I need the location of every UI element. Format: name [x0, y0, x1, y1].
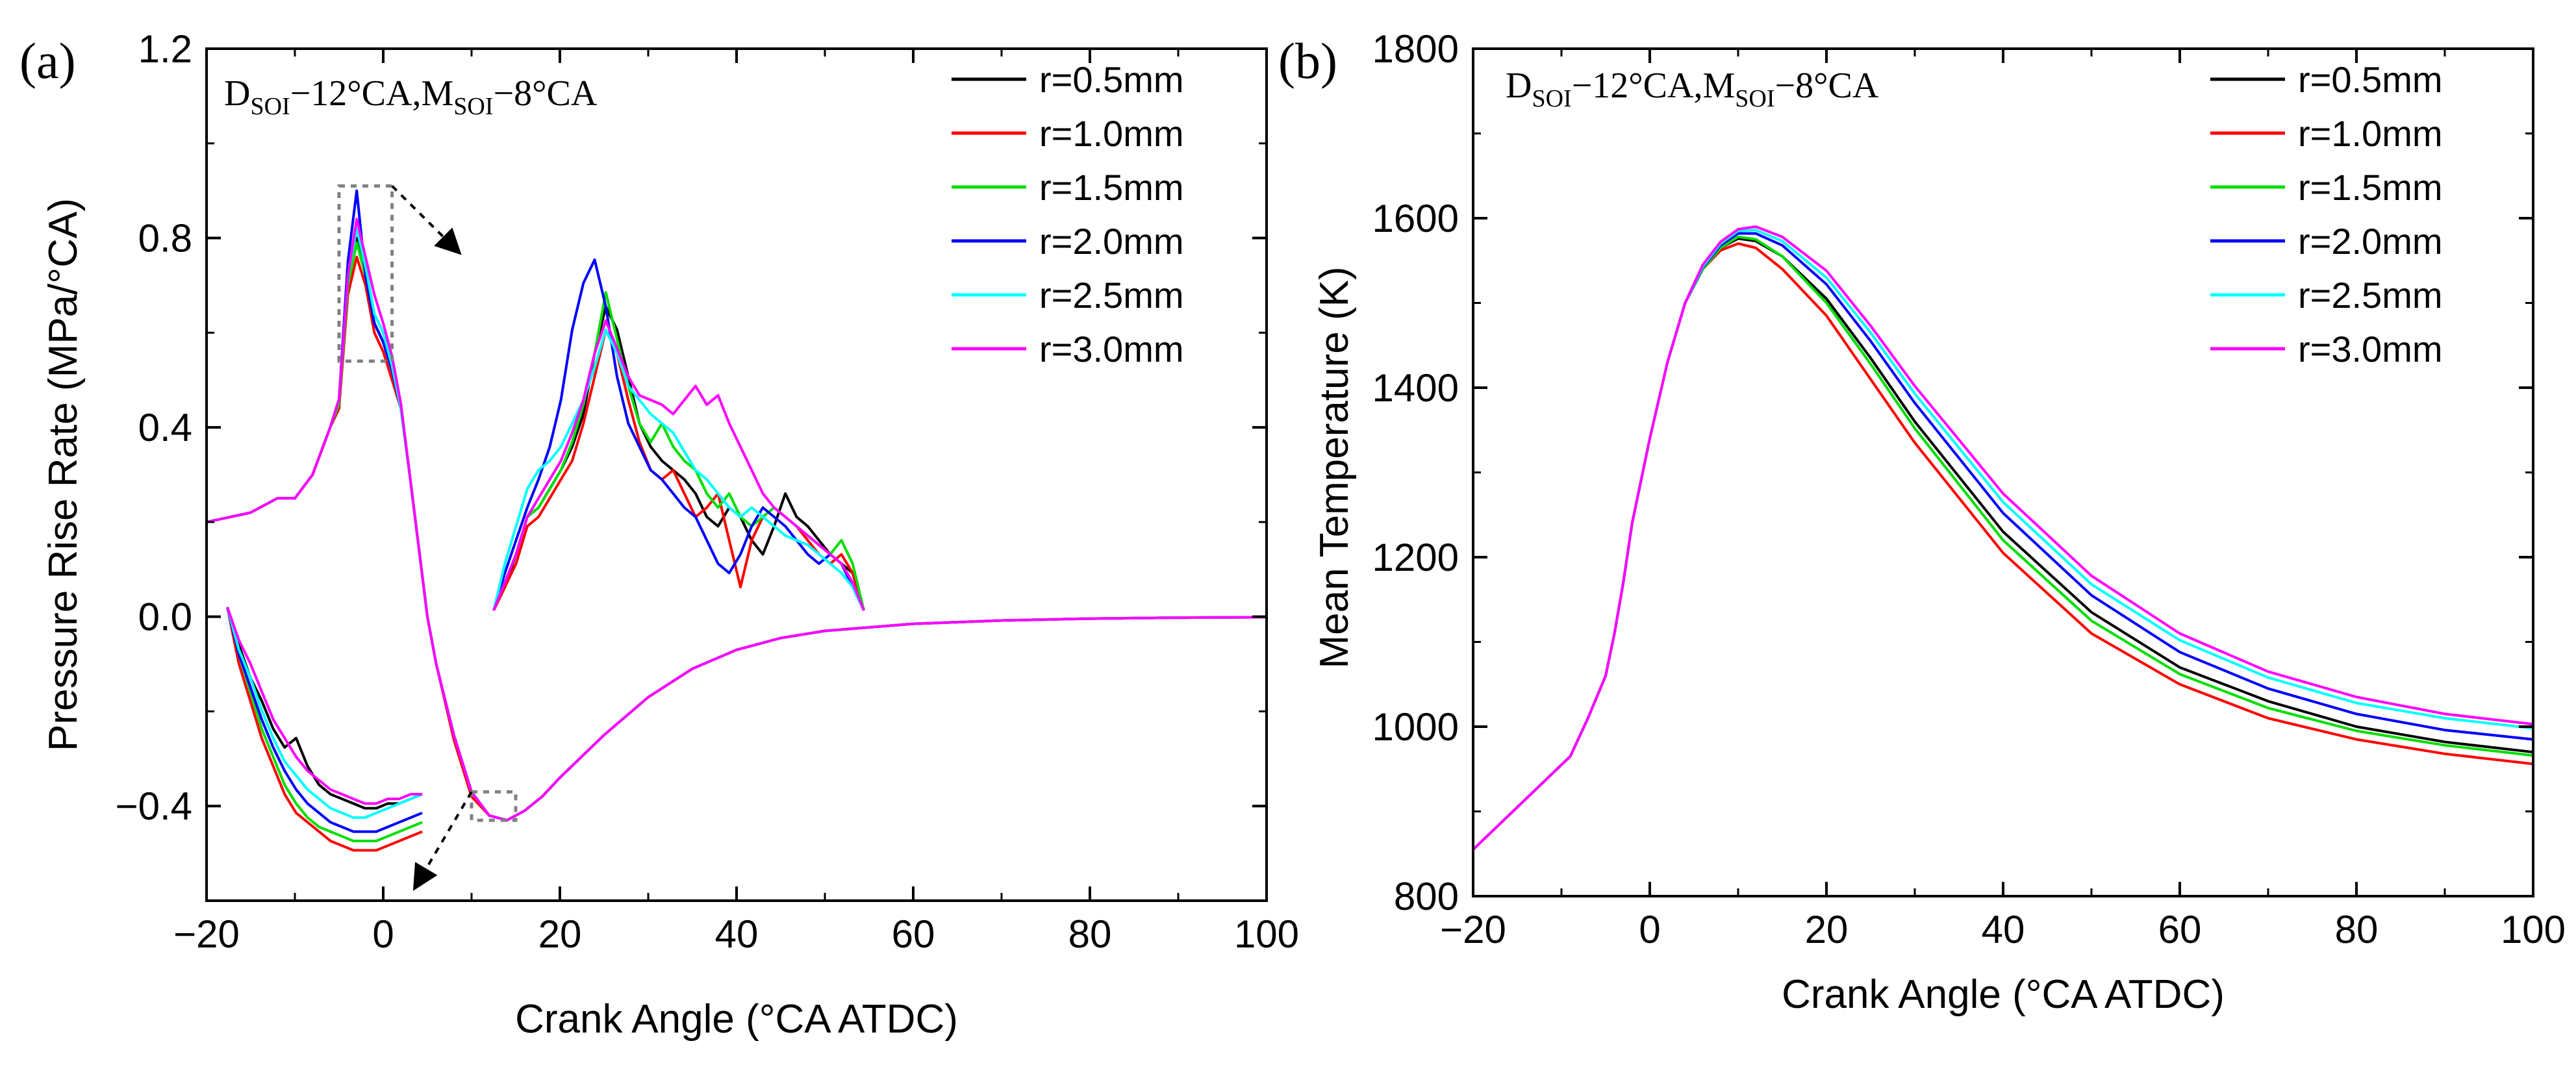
panel-b-y-tick-label: 800 [1394, 875, 1459, 918]
panel-a-x-tick-label: 100 [1234, 912, 1299, 956]
peak-zoom-arrow [391, 184, 462, 255]
panel-a-y-tick-label: 0.4 [138, 406, 192, 449]
panel-b-y-tick-label: 1000 [1372, 705, 1459, 749]
panel-b-x-tick-label: −20 [1440, 908, 1506, 951]
panel-a-series-r-3-0mm [206, 218, 1267, 822]
panel-a-x-ticks: −20 0 20 40 60 80 100 [173, 49, 1299, 956]
panel-b-y-tick-label: 1600 [1372, 197, 1459, 240]
panel-a-x-tick-label: −20 [173, 912, 240, 956]
peak-inset-series-r-0-5mm [492, 305, 865, 611]
panel-a-annotations [337, 184, 518, 891]
trough-inset-series-r-0-5mm [226, 607, 423, 810]
panel-b-y-tick-label: 1800 [1372, 27, 1459, 71]
panel-a-series-r-0-5mm [206, 236, 1267, 822]
panel-a-x-tick-label: 0 [372, 912, 394, 956]
panel-b-legend-label-r-1-5mm: r=1.5mm [2298, 167, 2443, 208]
panel-a-legend-label-r-1-5mm: r=1.5mm [1039, 167, 1184, 208]
panel-a-y-axis-label: Pressure Rise Rate (MPa/°CA) [41, 198, 86, 751]
panel-a-legend-label-r-2-0mm: r=2.0mm [1039, 221, 1184, 262]
panel-b-label: (b) [1278, 32, 1337, 89]
panel-a-y-tick-label: −0.4 [116, 784, 192, 828]
panel-a-legend-label-r-0-5mm: r=0.5mm [1039, 59, 1184, 100]
panel-a-condition-label: DSOI−12°CA,MSOI−8°CA [224, 73, 598, 120]
panel-b-x-tick-label: 80 [2335, 908, 2379, 951]
peak-inset-series-r-3-0mm [492, 319, 865, 611]
panel-b-legend-label-r-1-0mm: r=1.0mm [2298, 113, 2443, 154]
panel-a-y-tick-label: 1.2 [138, 27, 192, 71]
panel-b-x-tick-label: 40 [1982, 908, 2025, 951]
peak-inset-series-r-2-5mm [492, 329, 865, 611]
panel-a-label: (a) [19, 32, 76, 89]
peak-inset-series-r-2-0mm [492, 258, 865, 611]
panel-b-series-lines [1472, 225, 2534, 851]
panel-b-x-tick-label: 0 [1639, 908, 1660, 951]
panel-a-chart: (a) −20 0 20 40 60 80 100 −0.4 0.0 0.4 0.8 1.2 DSO… [19, 27, 1299, 1042]
panel-b-x-tick-label: 20 [1805, 908, 1849, 951]
panel-a-legend-label-r-1-0mm: r=1.0mm [1039, 113, 1184, 154]
peak-inset-series-r-1-0mm [492, 329, 865, 611]
panel-a-x-axis-label: Crank Angle (°CA ATDC) [515, 997, 958, 1042]
trough-inset-series-r-1-5mm [226, 607, 423, 842]
panel-b-legend-label-r-0-5mm: r=0.5mm [2298, 59, 2443, 100]
panel-b-y-ticks: 800 1000 1200 1400 1600 1800 [1372, 27, 2533, 918]
panel-b-x-tick-label: 60 [2158, 908, 2202, 951]
panel-a-insets [226, 258, 865, 852]
trough-inset-series-r-1-0mm [226, 607, 423, 852]
trough-inset-series-r-2-0mm [226, 607, 423, 833]
panel-a-series-r-2-5mm [206, 227, 1267, 822]
panel-b-x-axis-label: Crank Angle (°CA ATDC) [1782, 972, 2225, 1017]
panel-b-legend-label-r-2-0mm: r=2.0mm [2298, 221, 2443, 262]
panel-a-legend-label-r-2-5mm: r=2.5mm [1039, 275, 1184, 316]
panel-a-y-tick-label: 0.0 [138, 595, 192, 639]
panel-a-legend-label-r-3-0mm: r=3.0mm [1039, 329, 1184, 370]
panel-b-y-tick-label: 1200 [1372, 536, 1459, 579]
panel-a-y-ticks: −0.4 0.0 0.4 0.8 1.2 [116, 27, 1267, 828]
panel-b-x-ticks: −20 0 20 40 60 80 100 [1440, 49, 2566, 951]
panel-b-y-axis-label: Mean Temperature (K) [1312, 266, 1357, 668]
panel-a-x-tick-label: 80 [1068, 912, 1112, 956]
panel-b-y-tick-label: 1400 [1372, 366, 1459, 410]
panel-a-legend: r=0.5mm r=1.0mm r=1.5mm r=2.0mm r=2.5mm r=3.0… [952, 59, 1184, 370]
panel-b-legend-label-r-3-0mm: r=3.0mm [2298, 329, 2443, 370]
panel-b-condition-label: DSOI−12°CA,MSOI−8°CA [1506, 66, 1879, 112]
panel-a-series-lines [206, 189, 1267, 822]
panel-a-x-tick-label: 40 [715, 912, 759, 956]
panel-b-legend-label-r-2-5mm: r=2.5mm [2298, 275, 2443, 316]
peak-zoom-box [337, 184, 394, 363]
panel-a-y-tick-label: 0.8 [138, 217, 192, 260]
trough-zoom-box [470, 790, 518, 822]
trough-inset-series-r-3-0mm [226, 607, 422, 805]
panel-b-legend: r=0.5mm r=1.0mm r=1.5mm r=2.0mm r=2.5mm r=3.0… [2210, 59, 2443, 370]
panel-a-x-tick-label: 60 [892, 912, 935, 956]
panel-a-x-tick-label: 20 [538, 912, 582, 956]
trough-zoom-arrow [412, 791, 473, 891]
trough-inset-series-r-2-5mm [226, 607, 423, 819]
panel-b-series-r-3-0mm [1472, 225, 2534, 851]
panel-b-chart: (b) −20 0 20 40 60 80 100 800 1000 1200 1400 1600 1… [1278, 27, 2566, 1017]
panel-b-x-tick-label: 100 [2501, 908, 2566, 951]
